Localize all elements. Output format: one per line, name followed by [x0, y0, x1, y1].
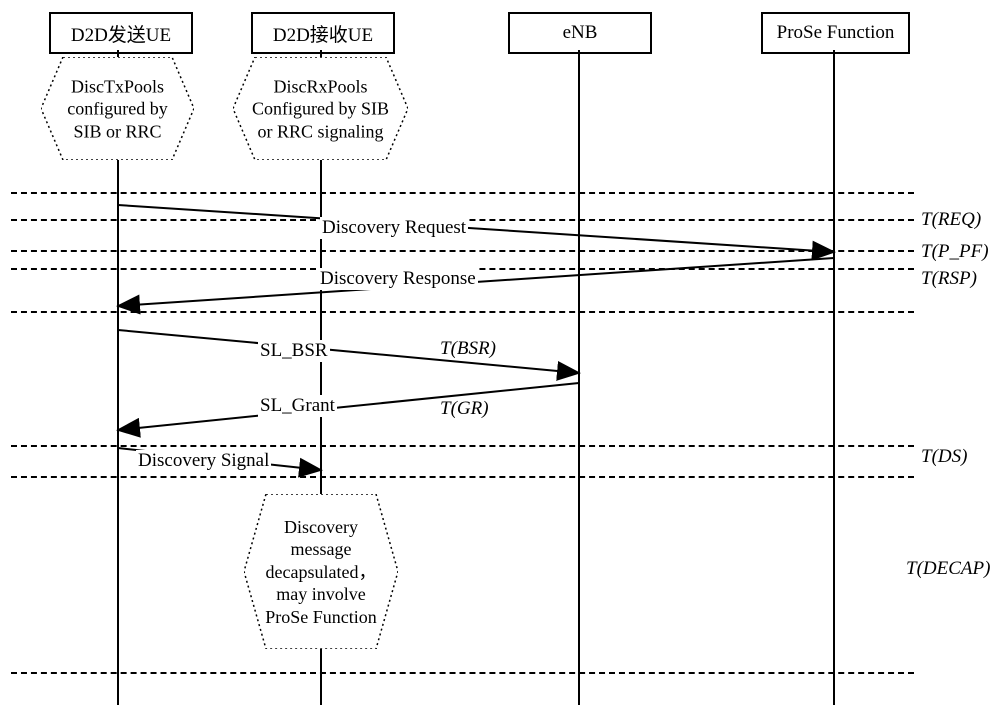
arrows-layer [0, 0, 1000, 710]
message-sl_grant [118, 383, 579, 430]
message-label-disc_req: Discovery Request [320, 217, 468, 239]
time-label: T(GR) [440, 398, 489, 420]
message-label-sl_grant: SL_Grant [258, 395, 337, 417]
message-label-sl_bsr: SL_BSR [258, 340, 330, 362]
time-label: T(P_PF) [921, 241, 989, 263]
message-label-disc_sig: Discovery Signal [136, 450, 271, 472]
time-label: T(DECAP) [906, 558, 990, 580]
time-label: T(RSP) [921, 268, 977, 290]
message-sl_bsr [118, 330, 579, 373]
message-disc_req [118, 205, 834, 252]
time-label: T(BSR) [440, 338, 496, 360]
message-label-disc_rsp: Discovery Response [318, 268, 478, 290]
sequence-diagram: D2D发送UED2D接收UEeNBProSe Function DiscTxPo… [0, 0, 1000, 710]
time-label: T(REQ) [921, 209, 981, 231]
time-label: T(DS) [921, 446, 967, 468]
